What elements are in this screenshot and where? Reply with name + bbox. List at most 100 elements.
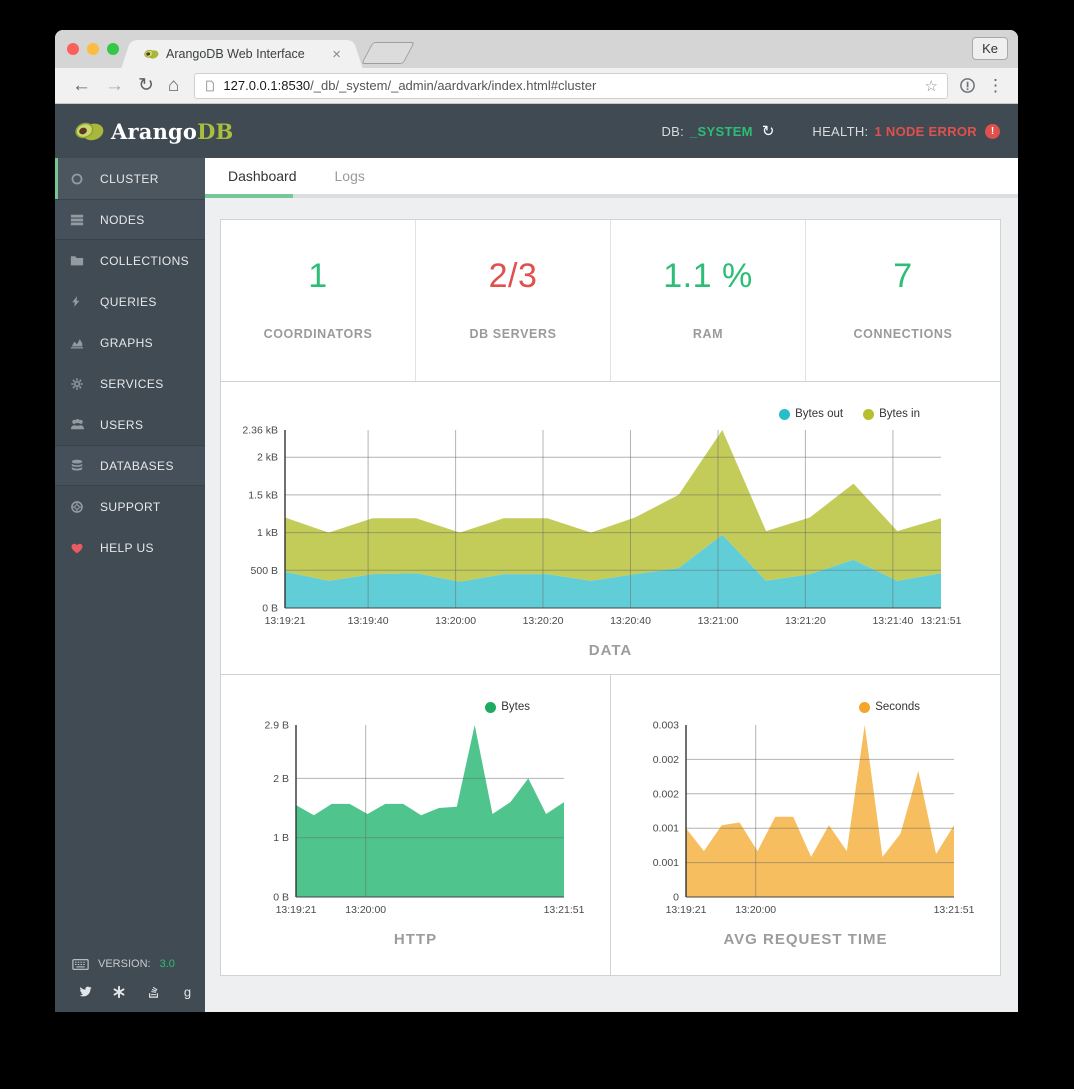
legend-item[interactable]: Bytes: [485, 701, 530, 713]
sidebar-item-support[interactable]: SUPPORT: [55, 486, 205, 527]
error-badge-icon: !: [985, 123, 1000, 139]
close-window-button[interactable]: [67, 43, 79, 55]
arangodb-logo[interactable]: ArangoDB: [73, 118, 234, 144]
sidebar-item-nodes[interactable]: NODES: [55, 199, 205, 240]
svg-text:0.001: 0.001: [652, 823, 678, 835]
db-refresh-icon[interactable]: ↻: [761, 123, 775, 140]
legend-label: Seconds: [875, 701, 920, 713]
tab-close-icon[interactable]: ×: [332, 45, 341, 63]
svg-text:500 B: 500 B: [251, 565, 278, 577]
svg-text:13:20:00: 13:20:00: [735, 904, 776, 916]
address-bar[interactable]: 127.0.0.1:8530/_db/_system/_admin/aardva…: [194, 72, 948, 99]
support-icon: [70, 500, 87, 514]
svg-text:1 kB: 1 kB: [257, 527, 278, 539]
legend-dot-icon: [485, 701, 497, 713]
browser-profile-button[interactable]: Ke: [972, 37, 1008, 60]
new-tab-button[interactable]: [361, 42, 415, 64]
http-chart-legend: Bytes: [485, 701, 530, 713]
avg-request-time-chart-panel: Seconds 0 0.001 0.001 0.002 0.002 0.003 13:19:…: [610, 674, 1001, 976]
version-value: 3.0: [159, 958, 175, 970]
app-header: ArangoDB DB: _SYSTEM ↻ HEALTH: 1 NODE ER…: [55, 104, 1018, 158]
svg-text:1 B: 1 B: [273, 832, 289, 844]
main-area: Dashboard Logs 1 COORDINATORS 2/3 DB SERV…: [205, 158, 1018, 1012]
queries-icon: [70, 295, 87, 308]
http-chart-canvas: 0 B 1 B 2 B 2.9 B 13:19:21 13:20:00 13:21:51: [240, 720, 592, 926]
tab-title: ArangoDB Web Interface: [166, 47, 305, 61]
stat-card-label: CONNECTIONS: [853, 327, 953, 341]
svg-text:0.002: 0.002: [652, 788, 678, 800]
sidebar-item-services[interactable]: SERVICES: [55, 363, 205, 404]
favicon-avocado-icon: [143, 47, 159, 61]
svg-text:13:19:21: 13:19:21: [265, 615, 306, 627]
browser-titlebar: ArangoDB Web Interface × Ke: [55, 30, 1018, 68]
sidebar-item-help-us[interactable]: HELP US: [55, 527, 205, 568]
version-label: VERSION:: [98, 958, 151, 970]
dashboard-content: 1 COORDINATORS 2/3 DB SERVERS 1.1 % RAM …: [205, 198, 1018, 1012]
stat-card-value: 7: [893, 257, 913, 295]
logo-text: ArangoDB: [111, 118, 234, 144]
social-link[interactable]: [102, 985, 136, 1000]
avocado-logo-icon: [73, 118, 104, 144]
legend-label: Bytes out: [795, 408, 844, 420]
content-tabbar: Dashboard Logs: [205, 158, 1018, 198]
svg-text:1.5 kB: 1.5 kB: [248, 489, 278, 501]
home-icon[interactable]: ⌂: [167, 75, 180, 96]
legend-item[interactable]: Seconds: [859, 701, 920, 713]
sidebar-item-label: SERVICES: [100, 376, 164, 391]
sidebar-item-label: GRAPHS: [100, 335, 154, 350]
svg-text:2.36 kB: 2.36 kB: [242, 426, 278, 437]
avg-chart-legend: Seconds: [859, 701, 920, 713]
svg-text:0: 0: [673, 892, 679, 904]
forward-icon[interactable]: →: [105, 75, 124, 96]
browser-menu-icon[interactable]: ⋮: [987, 75, 1004, 95]
sidebar-item-cluster[interactable]: CLUSTER: [55, 158, 205, 199]
legend-item[interactable]: Bytes out: [779, 408, 843, 420]
health-status[interactable]: HEALTH: 1 NODE ERROR !: [812, 123, 1000, 139]
browser-tab[interactable]: ArangoDB Web Interface ×: [133, 40, 351, 68]
svg-text:13:20:40: 13:20:40: [610, 615, 651, 627]
twitter-icon: [78, 985, 93, 1000]
svg-text:13:21:51: 13:21:51: [921, 615, 962, 627]
sidebar-item-queries[interactable]: QUERIES: [55, 281, 205, 322]
svg-text:0 B: 0 B: [262, 603, 278, 615]
sidebar-item-graphs[interactable]: GRAPHS: [55, 322, 205, 363]
url-text: 127.0.0.1:8530/_db/_system/_admin/aardva…: [223, 78, 917, 93]
http-chart-panel: Bytes 0 B 1 B 2 B 2.9 B 13:19:21 13:20:00 13:2…: [220, 674, 611, 976]
page-icon: [204, 79, 216, 93]
sidebar-item-label: HELP US: [100, 540, 154, 555]
data-chart-title: DATA: [588, 642, 633, 659]
db-selector[interactable]: DB: _SYSTEM ↻: [661, 122, 774, 140]
bookmark-star-icon[interactable]: ☆: [924, 77, 938, 95]
svg-text:13:19:21: 13:19:21: [275, 904, 316, 916]
cluster-stat-cards: 1 COORDINATORS 2/3 DB SERVERS 1.1 % RAM …: [220, 219, 1001, 382]
heart-icon: [70, 541, 87, 555]
legend-item[interactable]: Bytes in: [863, 408, 920, 420]
data-chart-legend: Bytes out Bytes in: [779, 408, 920, 420]
zoom-window-button[interactable]: [107, 43, 119, 55]
collections-icon: [70, 254, 87, 268]
info-icon[interactable]: [959, 77, 976, 94]
reload-icon[interactable]: ↻: [138, 75, 154, 96]
social-link[interactable]: g: [171, 985, 205, 1000]
social-link[interactable]: [68, 985, 102, 1000]
content-tab-dashboard[interactable]: Dashboard: [228, 168, 297, 184]
svg-text:2.9 B: 2.9 B: [264, 721, 289, 732]
sidebar-item-databases[interactable]: DATABASES: [55, 445, 205, 486]
browser-toolbar: ← → ↻ ⌂ 127.0.0.1:8530/_db/_system/_admi…: [55, 68, 1018, 104]
minimize-window-button[interactable]: [87, 43, 99, 55]
header-right: DB: _SYSTEM ↻ HEALTH: 1 NODE ERROR !: [661, 122, 1000, 140]
sidebar-item-label: NODES: [100, 212, 145, 227]
social-link[interactable]: [137, 985, 171, 1000]
svg-text:g: g: [184, 985, 191, 1000]
stat-card-value: 2/3: [488, 257, 538, 295]
back-icon[interactable]: ←: [72, 75, 91, 96]
keyboard-shortcuts-icon[interactable]: [72, 958, 89, 970]
google-icon: g: [181, 985, 194, 1000]
stat-card-ram: 1.1 % RAM: [611, 220, 806, 381]
sidebar-item-users[interactable]: USERS: [55, 404, 205, 445]
content-tab-logs[interactable]: Logs: [334, 168, 365, 184]
stat-card-label: RAM: [692, 327, 724, 341]
avg-chart-title: AVG REQUEST TIME: [723, 931, 888, 948]
sidebar-item-collections[interactable]: COLLECTIONS: [55, 240, 205, 281]
stat-card-label: COORDINATORS: [263, 327, 373, 341]
